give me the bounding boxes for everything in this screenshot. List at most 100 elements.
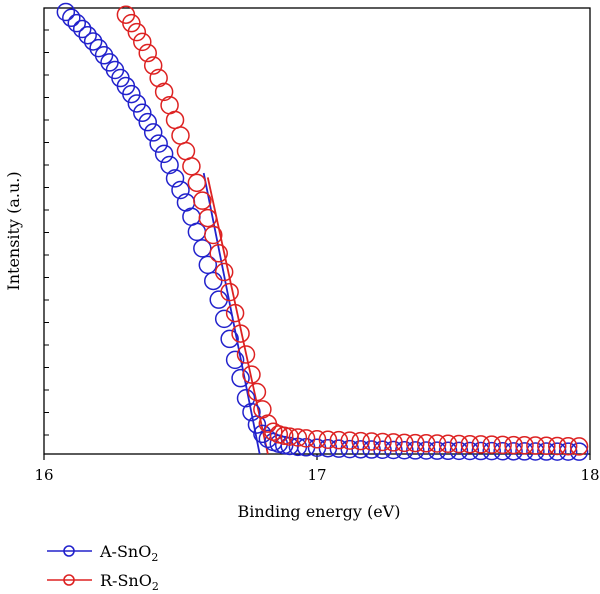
data-point-1 (187, 173, 207, 193)
data-point-1 (204, 225, 223, 245)
data-point-0 (143, 123, 163, 142)
data-point-0 (89, 38, 108, 58)
data-point-0 (438, 441, 458, 461)
legend-entry-a: A-SnO2 (47, 542, 158, 564)
data-point-1 (154, 82, 174, 102)
plot-frame (43, 7, 591, 455)
legend-marker-r (63, 574, 75, 586)
fit-lines (202, 172, 269, 455)
data-point-1 (138, 43, 157, 63)
data-point-0 (78, 25, 97, 45)
data-point-1 (198, 208, 218, 228)
data-point-1 (558, 436, 578, 456)
data-point-0 (558, 442, 578, 461)
data-point-0 (204, 271, 223, 291)
data-point-1 (236, 345, 256, 364)
data-point-0 (154, 144, 174, 164)
data-point-1 (373, 432, 392, 452)
data-point-1 (482, 435, 501, 454)
data-point-1 (395, 433, 414, 453)
data-point-1 (449, 434, 469, 454)
data-point-1 (471, 435, 491, 454)
data-point-0 (187, 222, 207, 242)
data-point-0 (67, 13, 87, 33)
data-point-1 (193, 191, 212, 210)
data-point-1 (438, 434, 458, 453)
data-point-1 (460, 434, 480, 454)
data-point-1 (127, 22, 147, 42)
legend-label-a: A-SnO2 (99, 542, 158, 564)
data-point-1 (165, 110, 185, 130)
data-point-0 (62, 8, 81, 28)
data-point-0 (449, 441, 469, 461)
data-point-0 (56, 2, 76, 22)
y-axis-ticks (44, 29, 49, 436)
x-axis-title: Binding energy (eV) (238, 502, 401, 521)
data-point-1 (143, 56, 163, 75)
data-point-1 (182, 157, 201, 176)
fit-line-1 (206, 177, 269, 455)
data-point-1 (384, 433, 403, 452)
data-point-0 (515, 442, 534, 461)
data-point-1 (225, 303, 245, 323)
data-point-0 (160, 155, 179, 175)
data-point-1 (122, 13, 141, 33)
data-point-0 (493, 441, 512, 461)
data-point-0 (220, 329, 239, 349)
legend-label-r: R-SnO2 (100, 571, 159, 593)
data-point-1 (504, 435, 523, 455)
y-axis-title: Intensity (a.u.) (4, 171, 23, 290)
data-point-1 (569, 437, 589, 456)
data-point-1 (537, 436, 556, 455)
x-tick-label: 18 (580, 466, 599, 484)
data-point-1 (209, 244, 228, 263)
data-point-0 (427, 441, 447, 460)
x-axis-ticks: 16 17 18 (34, 454, 600, 484)
data-point-1 (340, 431, 360, 450)
data-point-0 (242, 402, 261, 422)
data-point-1 (427, 434, 447, 453)
data-point-0 (236, 389, 256, 408)
legend-marker-a (63, 545, 75, 557)
data-point-0 (471, 441, 491, 461)
data-point-0 (138, 112, 157, 132)
data-point-0 (547, 442, 567, 461)
data-point-1 (362, 432, 381, 451)
data-point-0 (127, 94, 147, 113)
data-point-0 (482, 441, 501, 461)
data-point-1 (329, 430, 349, 450)
data-point-1 (318, 430, 338, 449)
data-markers (56, 2, 589, 461)
data-point-0 (214, 309, 234, 329)
data-point-1 (515, 436, 534, 455)
data-point-1 (274, 426, 294, 445)
data-point-0 (94, 46, 114, 65)
data-point-1 (247, 382, 267, 402)
data-point-1 (242, 365, 261, 384)
data-point-1 (133, 32, 152, 52)
data-point-0 (225, 350, 245, 370)
x-tick-label: 16 (34, 466, 53, 484)
data-point-0 (122, 84, 141, 104)
data-point-0 (171, 180, 190, 200)
data-point-0 (133, 103, 152, 123)
data-point-1 (547, 436, 567, 456)
data-point-1 (416, 434, 436, 453)
data-point-0 (149, 134, 168, 153)
data-point-1 (288, 428, 308, 447)
data-point-1 (214, 262, 234, 282)
data-point-0 (537, 442, 556, 461)
data-point-1 (296, 429, 316, 448)
x-tick-label: 17 (307, 466, 326, 484)
data-point-1 (493, 435, 512, 455)
data-point-0 (198, 255, 218, 275)
data-point-0 (526, 442, 545, 461)
data-point-1 (526, 436, 545, 455)
data-point-0 (193, 239, 212, 258)
data-point-1 (220, 282, 239, 302)
data-point-0 (569, 442, 589, 461)
data-point-1 (307, 430, 327, 449)
data-point-1 (351, 431, 370, 451)
legend: A-SnO2 R-SnO2 (47, 542, 159, 593)
